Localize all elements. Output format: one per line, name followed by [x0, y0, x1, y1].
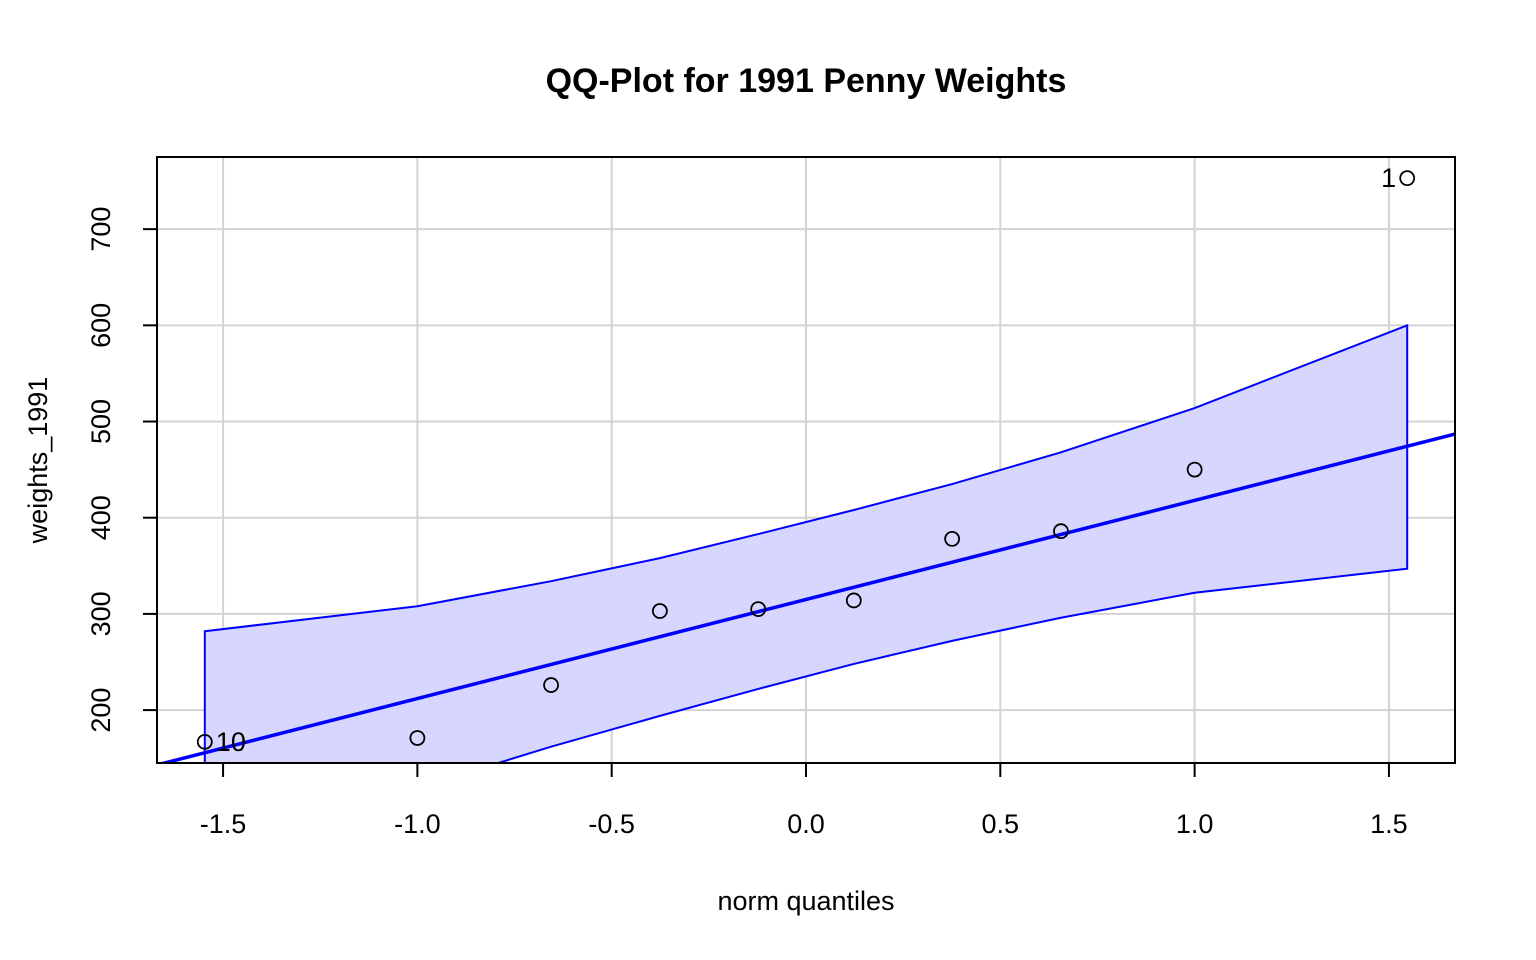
point-labels: 10 1	[216, 163, 1396, 757]
data-point	[845, 592, 862, 609]
data-point	[543, 677, 559, 693]
x-axis: -1.5 -1.0 -0.5 0.0 0.5 1.0 1.5	[200, 762, 1408, 839]
x-tick-label: 1.5	[1370, 809, 1408, 839]
point-label: 10	[216, 727, 246, 757]
x-tick-label: -0.5	[588, 809, 635, 839]
y-tick-label: 300	[86, 591, 116, 636]
y-tick-label: 200	[86, 688, 116, 733]
confidence-envelope	[203, 323, 1409, 763]
data-point	[196, 733, 213, 750]
y-tick-label: 700	[86, 207, 116, 252]
y-axis: 200 300 400 500 600 700	[86, 207, 158, 733]
reference-line-layer	[157, 432, 1455, 763]
data-point	[750, 601, 767, 617]
y-tick-label: 400	[86, 495, 116, 540]
data-point	[1186, 461, 1203, 478]
y-axis-title: weights_1991	[23, 377, 53, 545]
x-tick-label: 0.5	[982, 809, 1020, 839]
x-tick-label: 0.0	[787, 809, 825, 839]
x-tick-label: 1.0	[1176, 809, 1214, 839]
reference-line	[157, 432, 1455, 763]
data-point	[944, 530, 961, 547]
x-tick-label: -1.5	[200, 809, 247, 839]
data-point	[651, 603, 668, 619]
chart-title: QQ-Plot for 1991 Penny Weights	[546, 62, 1067, 100]
data-point	[409, 730, 426, 746]
point-label: 1	[1381, 163, 1396, 193]
x-tick-label: -1.0	[394, 809, 441, 839]
confidence-band	[203, 323, 1409, 763]
data-points	[196, 170, 1416, 750]
y-tick-label: 500	[86, 399, 116, 444]
data-point	[1053, 523, 1069, 540]
y-tick-label: 600	[86, 303, 116, 348]
data-point	[1399, 170, 1416, 187]
x-axis-title: norm quantiles	[717, 886, 894, 916]
